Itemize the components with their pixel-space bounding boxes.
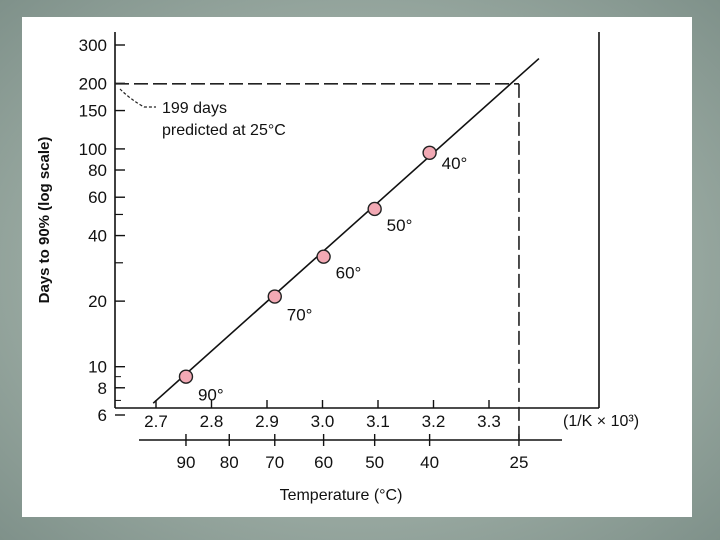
- data-point-label: 60°: [336, 264, 362, 283]
- x-unit-label: (1/K × 10³): [563, 413, 639, 430]
- annotation-line2: predicted at 25°C: [162, 122, 286, 139]
- temperature-tick-label: 40: [420, 453, 439, 472]
- data-point: [267, 289, 282, 304]
- y-tick-label: 6: [98, 406, 107, 425]
- x-tick-label: 2.9: [255, 412, 279, 431]
- annotation-leader: [119, 88, 156, 108]
- y-tick-label: 300: [79, 36, 107, 55]
- temperature-tick-label: 60: [314, 453, 333, 472]
- x-tick-label: 3.1: [366, 412, 390, 431]
- y-tick-label: 100: [79, 140, 107, 159]
- temperature-tick-label: 70: [265, 453, 284, 472]
- data-point: [367, 201, 382, 217]
- data-point: [178, 369, 194, 384]
- annotation-line1: 199 days: [162, 100, 227, 117]
- temperature-tick-label: 50: [365, 453, 384, 472]
- temperature-tick-label: 25: [510, 453, 529, 472]
- data-point-label: 40°: [442, 154, 468, 173]
- data-point-label: 90°: [198, 386, 224, 405]
- y-tick-label: 200: [79, 74, 107, 93]
- y-axis-title: Days to 90% (log scale): [36, 137, 53, 304]
- slide-panel: 6 8 10 20 40 60 80 100 150 200 300 Days to 90% (log…: [22, 17, 692, 517]
- x-tick-label: 3.2: [422, 412, 446, 431]
- y-tick-label: 80: [88, 161, 107, 180]
- y-tick-label: 40: [88, 227, 107, 246]
- regression-line: [152, 57, 540, 404]
- temperature-tick-label: 80: [220, 453, 239, 472]
- x-tick-label: 3.3: [477, 412, 501, 431]
- y-tick-label: 60: [88, 188, 107, 207]
- x-tick-label: 2.7: [144, 412, 168, 431]
- x-axis-title: Temperature (°C): [280, 487, 403, 504]
- y-tick-label: 150: [79, 102, 107, 121]
- y-tick-label: 10: [88, 358, 107, 377]
- temperature-tick-label: 90: [177, 453, 196, 472]
- data-point: [422, 145, 437, 160]
- y-tick-label: 20: [88, 292, 107, 311]
- arrhenius-chart: 6 8 10 20 40 60 80 100 150 200 300 Days to 90% (log…: [36, 32, 639, 504]
- y-tick-label: 8: [98, 379, 107, 398]
- data-point: [316, 249, 331, 264]
- x-tick-label: 2.8: [200, 412, 224, 431]
- x-tick-label: 3.0: [311, 412, 335, 431]
- data-point-label: 50°: [387, 216, 413, 235]
- data-point-label: 70°: [287, 306, 313, 325]
